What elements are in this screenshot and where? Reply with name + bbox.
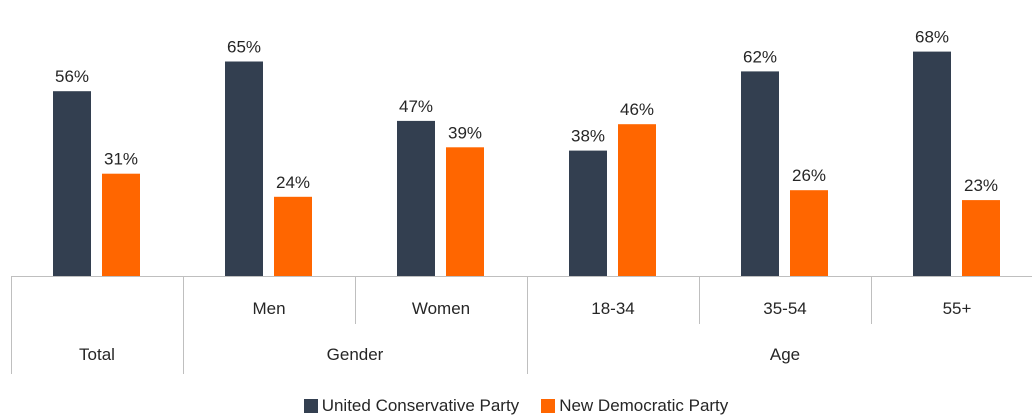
data-label-new-democratic-party-men: 24%	[276, 173, 310, 192]
data-label-united-conservative-party-men: 65%	[227, 38, 261, 57]
tick-label-men: Men	[252, 299, 285, 318]
legend: United Conservative Party New Democratic…	[0, 392, 1032, 419]
bar-new-democratic-party-55	[962, 200, 1000, 276]
legend-swatch-ucp	[303, 398, 318, 413]
data-label-united-conservative-party-total: 56%	[55, 67, 89, 86]
legend-item-ndp: New Democratic Party	[541, 396, 728, 416]
group-label-age: Age	[770, 345, 800, 364]
tick-label-55: 55+	[943, 299, 972, 318]
data-label-new-democratic-party-women: 39%	[448, 123, 482, 142]
data-label-united-conservative-party-women: 47%	[399, 97, 433, 116]
bar-new-democratic-party-total	[102, 173, 140, 276]
tick-label-total: Total	[79, 345, 115, 364]
data-label-new-democratic-party-18-34: 46%	[620, 100, 654, 119]
data-label-united-conservative-party-35-54: 62%	[743, 47, 777, 66]
tick-label-women: Women	[412, 299, 470, 318]
data-label-new-democratic-party-55: 23%	[964, 176, 998, 195]
bar-united-conservative-party-men	[225, 61, 263, 276]
data-label-new-democratic-party-total: 31%	[104, 150, 138, 169]
legend-item-ucp: United Conservative Party	[303, 395, 520, 416]
data-label-new-democratic-party-35-54: 26%	[792, 166, 826, 185]
bar-united-conservative-party-women	[397, 120, 435, 277]
legend-label-ucp: United Conservative Party	[321, 395, 520, 415]
group-label-gender: Gender	[327, 345, 384, 364]
bar-chart: 56% 31% 65% 24% 47% 39% 38% 46% 62% 26% 68% 23% Tota…	[11, 28, 1032, 374]
tick-label-18-34: 18-34	[591, 299, 634, 318]
bar-united-conservative-party-35-54	[741, 71, 779, 277]
bar-new-democratic-party-35-54	[790, 190, 828, 276]
bar-new-democratic-party-men	[274, 196, 312, 276]
data-label-united-conservative-party-18-34: 38%	[571, 127, 605, 146]
legend-swatch-ndp	[541, 398, 556, 413]
bar-new-democratic-party-women	[446, 147, 484, 276]
legend-label-ndp: New Democratic Party	[559, 395, 729, 415]
bar-united-conservative-party-total	[53, 91, 91, 276]
bar-new-democratic-party-18-34	[618, 124, 656, 276]
bar-united-conservative-party-18-34	[569, 150, 607, 276]
tick-label-35-54: 35-54	[763, 299, 806, 318]
bar-united-conservative-party-55	[913, 51, 951, 276]
data-label-united-conservative-party-55: 68%	[915, 28, 949, 47]
